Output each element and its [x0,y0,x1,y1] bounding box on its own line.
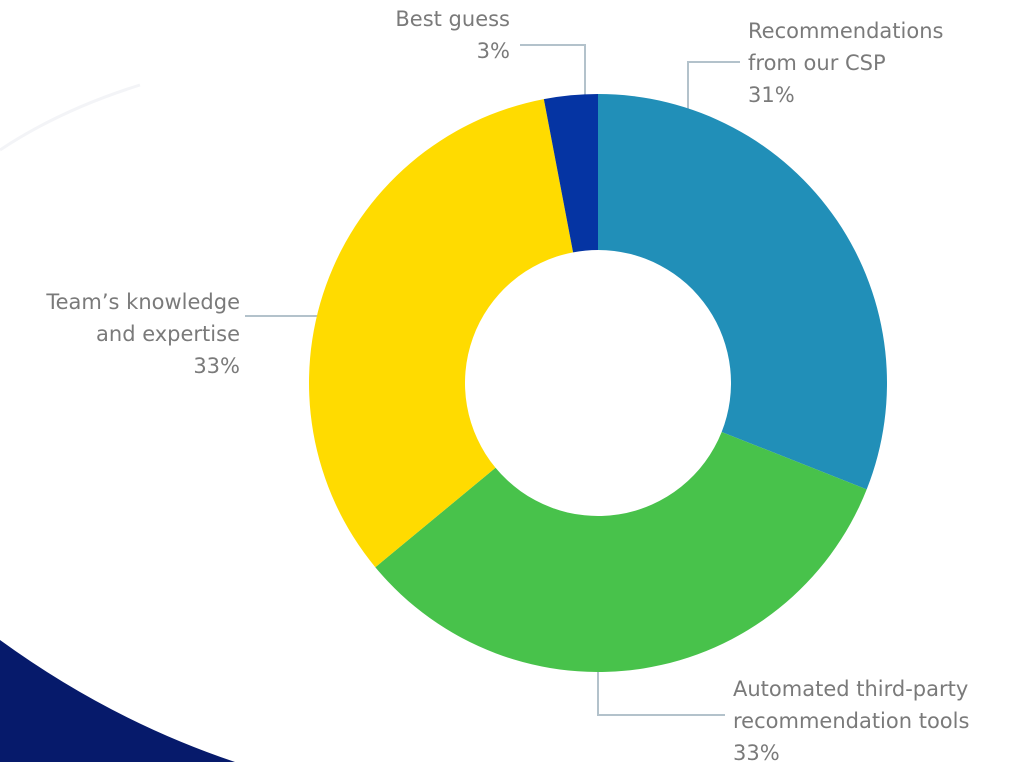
slice-label: from our CSP [748,51,886,75]
value-label: 33% [733,741,780,762]
slice-label: recommendation tools [733,709,969,733]
slice-label: Automated third-party [733,677,968,701]
donut-slice [543,94,598,253]
donut-slice [308,99,574,568]
slice-label: and expertise [96,322,240,346]
donut-slice [375,431,867,673]
value-label: 31% [748,83,795,107]
value-label: 3% [477,39,510,63]
slice-label: Team’s knowledge [45,290,240,314]
slice-label: Recommendations [748,19,943,43]
slice-label: Best guess [395,7,510,31]
donut-slice [598,94,887,490]
value-label: 33% [193,354,240,378]
background-shape [0,640,235,762]
background-arc [0,83,141,152]
